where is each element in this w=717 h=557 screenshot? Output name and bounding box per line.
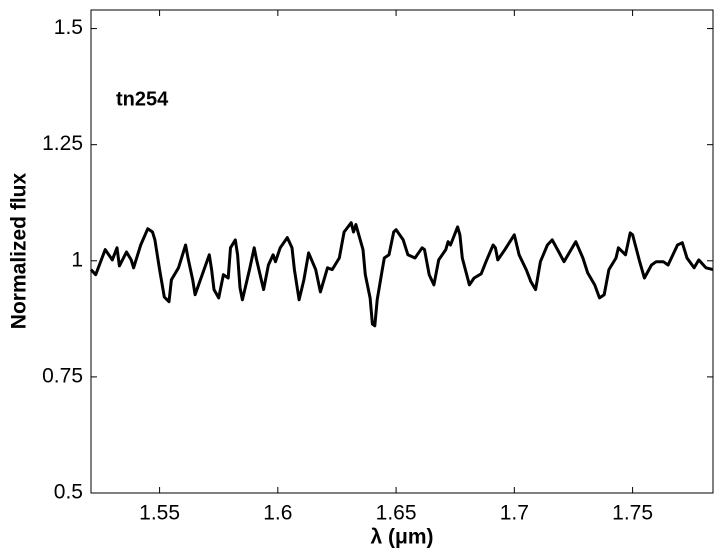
x-tick-label: 1.7	[500, 502, 529, 525]
y-tick-label: 0.75	[42, 364, 83, 387]
x-axis-label: λ (μm)	[370, 526, 433, 549]
spectrum-line	[89, 221, 714, 328]
y-tick-label: 0.5	[54, 481, 83, 504]
plot-frame	[90, 9, 714, 494]
y-tick-label: 1.5	[54, 16, 83, 39]
annotation: tn254	[116, 88, 169, 110]
x-tick-label: 1.6	[263, 502, 292, 525]
x-tick-label: 1.75	[612, 502, 653, 525]
y-axis-label: Normalized flux	[8, 173, 31, 330]
x-tick-label: 1.55	[139, 502, 180, 525]
y-tick-label: 1.25	[42, 132, 83, 155]
y-tick-label: 1	[71, 248, 83, 271]
x-tick-label: 1.65	[376, 502, 417, 525]
